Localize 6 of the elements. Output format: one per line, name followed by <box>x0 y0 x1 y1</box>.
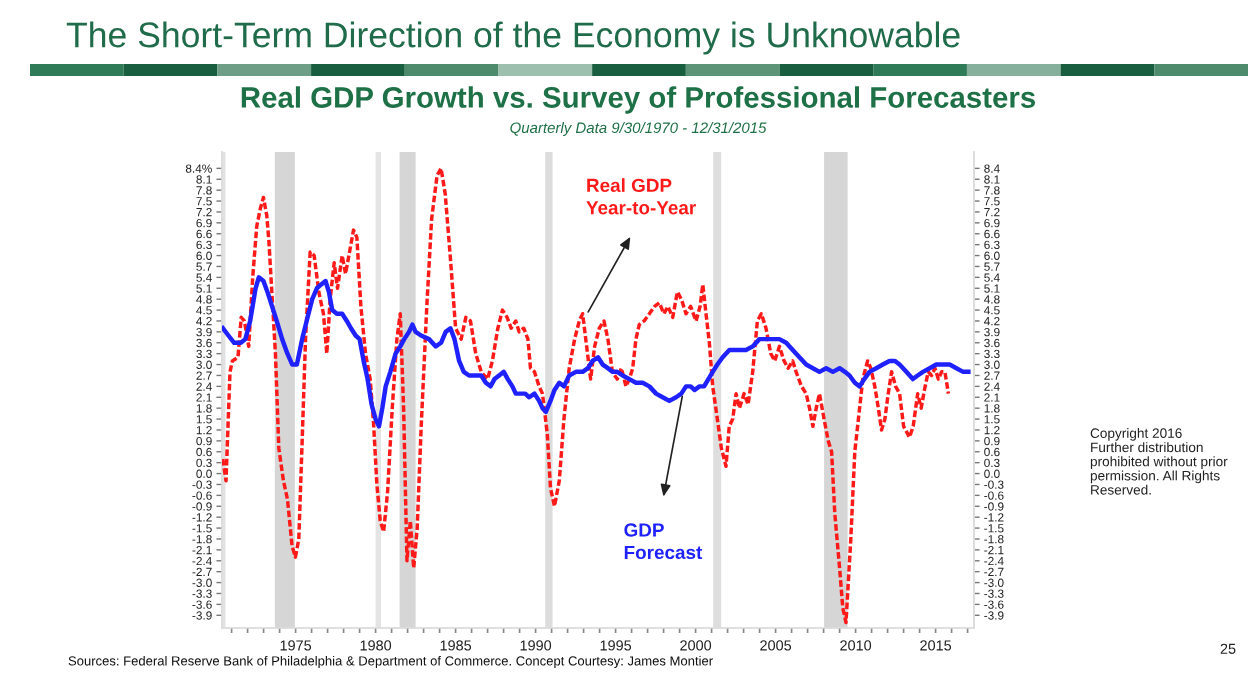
line-series <box>222 275 971 429</box>
text: Real GDP Year-to-Year <box>586 178 696 215</box>
text: The Short-Term Direction of the Economy is Unknowable <box>66 21 960 55</box>
chart-title: Real GDP Growth vs. Survey of Professional Forecasters <box>241 86 1036 114</box>
line-series <box>222 166 951 625</box>
text: GDP Forecast <box>624 523 703 560</box>
